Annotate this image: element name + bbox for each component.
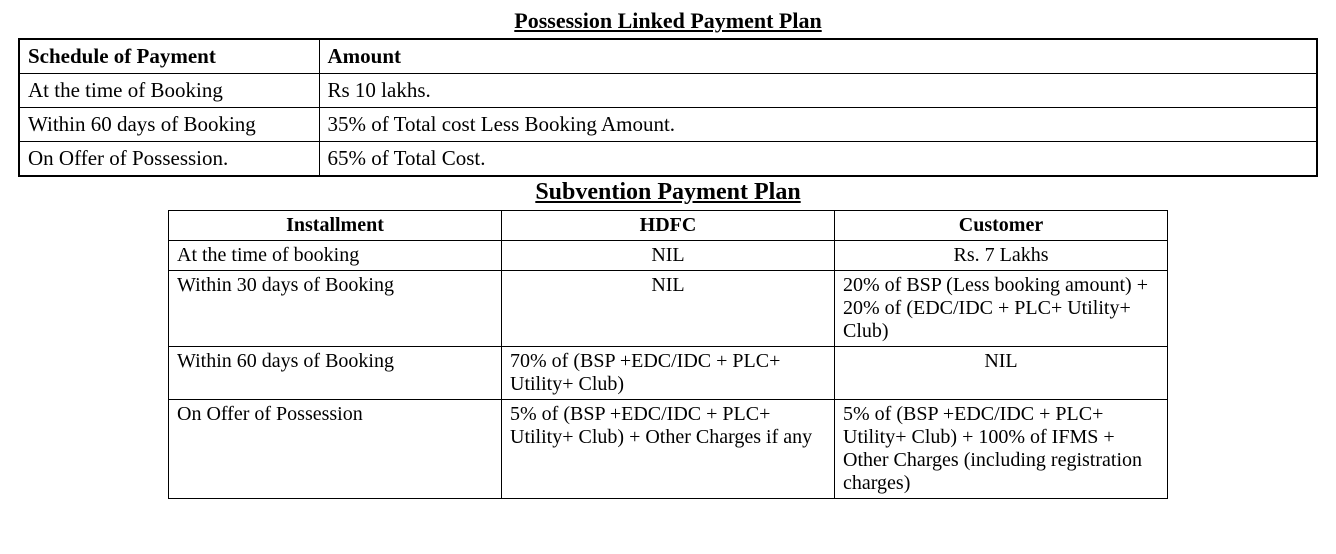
plan1-table: Schedule of Payment Amount At the time o…: [18, 38, 1318, 177]
plan2-customer-cell: 20% of BSP (Less booking amount) + 20% o…: [835, 271, 1168, 347]
plan2-hdfc-cell: NIL: [502, 271, 835, 347]
plan2-installment-cell: At the time of booking: [169, 241, 502, 271]
table-row: At the time of booking NIL Rs. 7 Lakhs: [169, 241, 1168, 271]
plan2-installment-cell: Within 30 days of Booking: [169, 271, 502, 347]
plan2-header-hdfc: HDFC: [502, 211, 835, 241]
plan2-customer-cell: NIL: [835, 347, 1168, 400]
plan1-header-schedule: Schedule of Payment: [19, 39, 319, 74]
table-row: On Offer of Possession 5% of (BSP +EDC/I…: [169, 400, 1168, 499]
plan1-amount-cell: Rs 10 lakhs.: [319, 74, 1317, 108]
plan2-installment-cell: Within 60 days of Booking: [169, 347, 502, 400]
plan2-customer-cell: 5% of (BSP +EDC/IDC + PLC+ Utility+ Club…: [835, 400, 1168, 499]
table-row: On Offer of Possession. 65% of Total Cos…: [19, 142, 1317, 177]
plan1-schedule-cell: On Offer of Possession.: [19, 142, 319, 177]
plan1-schedule-cell: Within 60 days of Booking: [19, 108, 319, 142]
plan2-hdfc-cell: 70% of (BSP +EDC/IDC + PLC+ Utility+ Clu…: [502, 347, 835, 400]
plan1-header-amount: Amount: [319, 39, 1317, 74]
plan2-header-installment: Installment: [169, 211, 502, 241]
plan1-title: Possession Linked Payment Plan: [12, 8, 1324, 34]
plan2-installment-cell: On Offer of Possession: [169, 400, 502, 499]
plan2-title: Subvention Payment Plan: [12, 179, 1324, 206]
plan2-customer-cell: Rs. 7 Lakhs: [835, 241, 1168, 271]
plan2-header-customer: Customer: [835, 211, 1168, 241]
table-header-row: Schedule of Payment Amount: [19, 39, 1317, 74]
plan1-schedule-cell: At the time of Booking: [19, 74, 319, 108]
plan2-table: Installment HDFC Customer At the time of…: [168, 210, 1168, 499]
table-row: At the time of Booking Rs 10 lakhs.: [19, 74, 1317, 108]
table-row: Within 30 days of Booking NIL 20% of BSP…: [169, 271, 1168, 347]
plan1-amount-cell: 35% of Total cost Less Booking Amount.: [319, 108, 1317, 142]
table-row: Within 60 days of Booking 35% of Total c…: [19, 108, 1317, 142]
plan1-amount-cell: 65% of Total Cost.: [319, 142, 1317, 177]
table-header-row: Installment HDFC Customer: [169, 211, 1168, 241]
plan2-hdfc-cell: 5% of (BSP +EDC/IDC + PLC+ Utility+ Club…: [502, 400, 835, 499]
plan2-hdfc-cell: NIL: [502, 241, 835, 271]
table-row: Within 60 days of Booking 70% of (BSP +E…: [169, 347, 1168, 400]
